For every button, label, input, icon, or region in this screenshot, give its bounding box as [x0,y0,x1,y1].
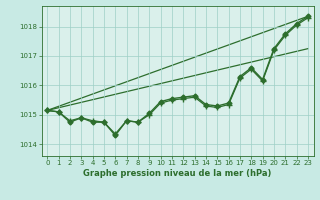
X-axis label: Graphe pression niveau de la mer (hPa): Graphe pression niveau de la mer (hPa) [84,169,272,178]
